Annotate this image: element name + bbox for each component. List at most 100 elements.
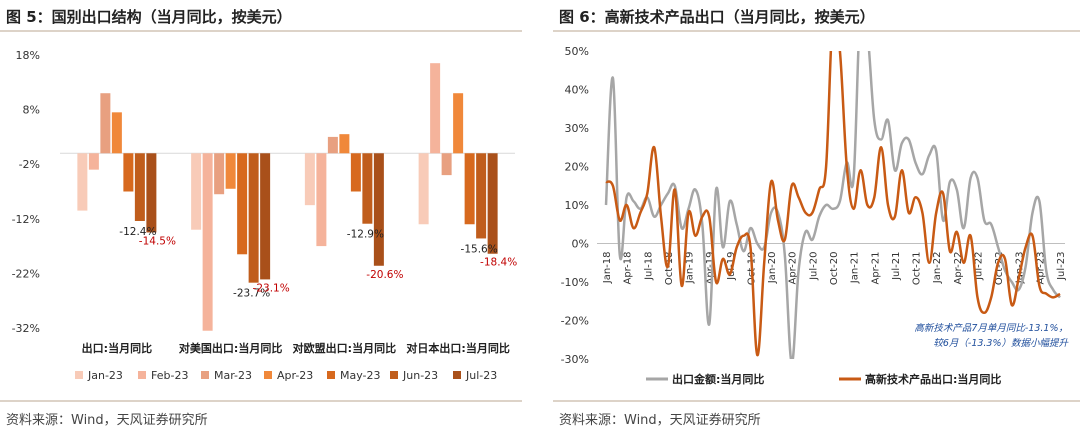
bar-jul-23 — [373, 153, 384, 266]
bar-jun-23 — [476, 153, 487, 239]
x-tick-label: Jan-21 — [850, 252, 861, 285]
data-label-jun: -12.4% — [119, 226, 156, 238]
bar-feb-23 — [88, 153, 99, 170]
x-tick-label: Apr-22 — [953, 252, 964, 285]
bar-may-23 — [237, 153, 248, 255]
legend-label: 出口金额:当月同比 — [672, 372, 764, 386]
bar-jan-23 — [418, 153, 429, 225]
y-tick-label: -30% — [561, 353, 589, 366]
bar-jun-23 — [134, 153, 145, 221]
bar-jul-23 — [260, 153, 271, 280]
y-tick-label: 0% — [572, 238, 589, 251]
y-tick-label: 30% — [565, 122, 589, 135]
data-label-jun: -15.6% — [461, 243, 498, 255]
x-tick-label: Jan-22 — [932, 252, 943, 285]
category-label: 出口:当月同比 — [82, 341, 152, 355]
legend-label: Jun-23 — [402, 369, 438, 382]
legend-label: 高新技术产品出口:当月同比 — [865, 372, 1001, 386]
legend-swatch — [201, 371, 209, 379]
x-tick-label: Oct-22 — [994, 252, 1005, 286]
bar-jun-23 — [248, 153, 259, 283]
legend-swatch — [264, 371, 272, 379]
legend-swatch — [453, 371, 461, 379]
x-tick-label: Oct-20 — [829, 252, 840, 286]
left-chart-title: 图 5：国别出口结构（当月同比，按美元） — [6, 8, 292, 26]
data-label-jun: -23.7% — [233, 288, 270, 300]
bar-jan-23 — [77, 153, 88, 211]
bar-apr-23 — [225, 153, 236, 189]
legend-label: Feb-23 — [151, 369, 188, 382]
x-tick-label: Apr-18 — [623, 252, 634, 285]
left-source: 资料来源：Wind，天风证券研究所 — [6, 413, 208, 428]
annotation-line-2: 较6月（-13.3%）数据小幅提升 — [933, 337, 1069, 349]
x-tick-label: Jan-19 — [685, 252, 696, 285]
right-source: 资料来源：Wind，天风证券研究所 — [559, 413, 761, 428]
right-title-rule — [553, 30, 1080, 32]
y-tick-label: 50% — [565, 45, 589, 58]
y-tick-label: -2% — [19, 158, 40, 171]
bar-jul-23 — [487, 153, 498, 254]
bar-may-23 — [123, 153, 134, 192]
bar-may-23 — [350, 153, 361, 192]
left-title-rule — [0, 30, 522, 32]
legend-swatch — [75, 371, 83, 379]
bar-mar-23 — [100, 93, 111, 154]
bar-feb-23 — [316, 153, 327, 247]
x-tick-label: Apr-19 — [705, 252, 716, 285]
right-line-chart: 50% 40% 30% 20% 10% 0% -10% -20% -30% Jan-18 Apr-1… — [561, 45, 1070, 386]
left-bar-chart: 18% 8% -2% -12% -22% -32% 出口:当月同比 -12.4%-14.5% 对… — [12, 49, 518, 382]
y-tick-label: 40% — [565, 84, 589, 97]
data-label-jul: -20.6% — [366, 269, 403, 281]
legend-swatch — [390, 371, 398, 379]
y-tick-label: 8% — [23, 104, 40, 117]
x-tick-label: Jul-21 — [891, 252, 902, 281]
bar-jul-23 — [146, 153, 157, 233]
category-label: 对日本出口:当月同比 — [406, 341, 509, 355]
legend-label: Jul-23 — [465, 369, 497, 382]
y-tick-label: -12% — [12, 213, 40, 226]
annotation-line-1: 高新技术产品7月单月同比-13.1%， — [914, 322, 1068, 334]
bar-jun-23 — [362, 153, 373, 224]
bar-apr-23 — [111, 112, 122, 154]
right-bottom-rule — [553, 400, 1080, 402]
legend-label: May-23 — [340, 369, 381, 382]
y-tick-label: -32% — [12, 322, 40, 335]
x-tick-label: Oct-18 — [664, 252, 675, 286]
x-tick-label: Apr-21 — [870, 252, 881, 285]
x-tick-label: Jul-18 — [643, 252, 654, 281]
x-tick-label: Jan-20 — [767, 252, 778, 285]
category-label: 对欧盟出口:当月同比 — [293, 341, 396, 355]
data-label-jul: -14.5% — [139, 235, 176, 247]
left-panel: 图 5：国别出口结构（当月同比，按美元） 18% 8% -2% -12% -22% -32… — [0, 0, 522, 437]
y-tick-label: 18% — [16, 49, 40, 62]
bar-mar-23 — [214, 153, 225, 195]
bar-jan-23 — [304, 153, 315, 206]
bar-jan-23 — [191, 153, 202, 230]
y-tick-label: 10% — [565, 199, 589, 212]
legend-swatch — [327, 371, 335, 379]
x-tick-label: Jul-20 — [808, 252, 819, 281]
category-label: 对美国出口:当月同比 — [179, 341, 282, 355]
y-tick-label: -10% — [561, 276, 589, 289]
data-label-jul: -18.4% — [480, 257, 517, 269]
bar-apr-23 — [453, 93, 464, 154]
right-chart-title: 图 6：高新技术产品出口（当月同比，按美元） — [559, 8, 875, 26]
y-tick-label: 20% — [565, 161, 589, 174]
legend-swatch — [138, 371, 146, 379]
data-label-jul: -23.1% — [253, 282, 290, 294]
plot-lines — [604, 51, 1061, 359]
bar-apr-23 — [339, 134, 350, 154]
y-tick-label: -20% — [561, 315, 589, 328]
bar-feb-23 — [202, 153, 213, 331]
data-label-jun: -12.9% — [347, 229, 384, 241]
y-tick-label: -22% — [12, 267, 40, 280]
x-tick-label: Jul-22 — [973, 252, 984, 281]
right-panel: 图 6：高新技术产品出口（当月同比，按美元） 50% 40% 30% 20% 10% 0%… — [553, 0, 1080, 437]
x-tick-label: Apr-20 — [788, 252, 799, 285]
x-tick-label: Oct-21 — [912, 252, 923, 286]
legend-label: Mar-23 — [214, 369, 252, 382]
series-line-hightech-export — [605, 51, 1061, 357]
bar-mar-23 — [441, 153, 452, 176]
x-tick-label: Jan-18 — [602, 252, 613, 285]
bar-mar-23 — [327, 136, 338, 154]
